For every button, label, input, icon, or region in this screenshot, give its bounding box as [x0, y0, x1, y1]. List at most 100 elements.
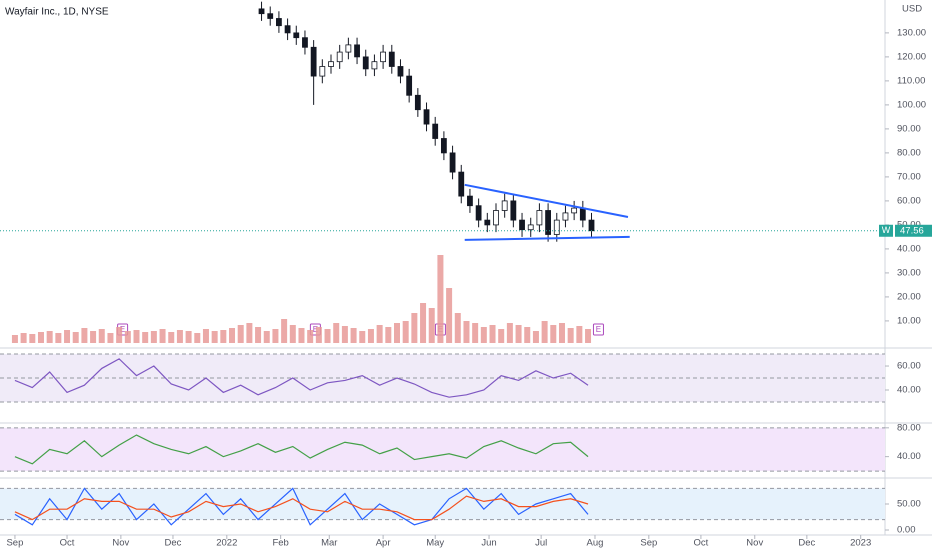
candle-body — [553, 219, 560, 235]
volume-bar — [289, 325, 296, 343]
candle-body — [319, 66, 326, 77]
x-tick-label: Nov — [746, 538, 763, 549]
x-tick-label: 2022 — [216, 538, 237, 549]
y-tick-label: 10.00 — [897, 315, 921, 326]
volume-bar — [98, 329, 105, 343]
y-tick-label: 80.00 — [897, 422, 921, 433]
x-tick-label: 2023 — [850, 538, 871, 549]
candle-body — [302, 37, 308, 48]
volume-bar — [20, 333, 27, 343]
volume-bar — [142, 332, 149, 343]
volume-bar — [281, 319, 288, 343]
last-price-tag-bg — [895, 224, 932, 237]
candle-body — [562, 212, 569, 221]
volume-bar — [333, 323, 340, 343]
candle-body — [510, 200, 517, 221]
candle-body — [345, 44, 352, 53]
volume-bar — [446, 288, 453, 343]
y-tick-label: 50.00 — [897, 499, 921, 510]
candle-body — [458, 171, 465, 197]
volume-bar — [532, 331, 539, 343]
volume-bar — [463, 321, 470, 343]
candle-body — [545, 210, 551, 235]
x-tick-label: Apr — [376, 538, 391, 549]
volume-bar — [376, 325, 383, 343]
volume-bar — [393, 323, 400, 343]
candle-body — [336, 51, 343, 63]
candle-body — [293, 32, 300, 39]
candle-body — [519, 219, 525, 231]
earnings-label: E — [120, 325, 125, 334]
volume-bar — [437, 255, 444, 343]
indicator-line — [14, 495, 589, 521]
volume-bar — [341, 326, 348, 343]
candle-body — [406, 75, 413, 96]
y-tick-label: 40.00 — [897, 243, 921, 254]
volume-bar — [567, 328, 574, 343]
volume-bar — [64, 330, 71, 343]
candle-body — [449, 152, 456, 173]
x-tick-label: Jun — [481, 538, 496, 549]
candle-body — [536, 210, 543, 226]
x-tick-label: Sep — [6, 538, 23, 549]
volume-bar — [72, 332, 79, 343]
y-tick-label: 100.00 — [897, 99, 926, 110]
candle-body — [267, 13, 274, 19]
candle-body — [328, 61, 334, 67]
volume-bar — [550, 325, 557, 343]
volume-bar — [272, 329, 279, 343]
y-tick-label: 130.00 — [897, 27, 926, 38]
volume-bar — [524, 327, 531, 343]
candle-body — [371, 61, 378, 70]
y-tick-label: 40.00 — [897, 385, 921, 396]
x-tick-label: Feb — [272, 538, 288, 549]
volume-bar — [81, 328, 88, 343]
volume-bar — [558, 323, 565, 343]
volume-bar — [176, 330, 183, 343]
trendline — [464, 183, 629, 218]
indicator-line — [14, 434, 589, 465]
symbol-tag-bg — [879, 224, 893, 237]
candle-body — [423, 109, 430, 125]
x-tick-label: Dec — [798, 538, 815, 549]
volume-bar — [229, 328, 236, 343]
candle-body — [484, 219, 491, 226]
volume-bar — [541, 321, 548, 343]
volume-bar — [411, 313, 418, 343]
candle-body — [527, 224, 534, 231]
volume-bar — [29, 334, 36, 343]
volume-bar — [246, 323, 253, 343]
volume-bar — [46, 331, 53, 343]
volume-bar — [90, 331, 97, 343]
band-fill — [0, 488, 885, 520]
candle-body — [475, 205, 482, 221]
y-tick-label: 70.00 — [897, 171, 921, 182]
x-tick-label: Oct — [60, 538, 75, 549]
candle-body — [310, 46, 317, 77]
volume-bar — [367, 329, 374, 343]
volume-bar — [515, 325, 522, 343]
volume-bar — [194, 333, 201, 343]
volume-bar — [133, 330, 140, 343]
trendline — [464, 235, 630, 241]
candle-body — [493, 210, 499, 226]
volume-bar — [124, 331, 131, 343]
y-tick-label: 0.00 — [897, 525, 916, 536]
volume-bar — [255, 327, 262, 343]
volume-bar — [585, 329, 592, 343]
candle-body — [440, 138, 447, 154]
candle-body — [467, 195, 473, 207]
volume-bar — [237, 325, 244, 343]
candle-body — [388, 51, 395, 67]
volume-bar — [211, 331, 218, 343]
x-tick-label: Aug — [587, 538, 604, 549]
y-tick-label: 60.00 — [897, 361, 921, 372]
volume-bar — [324, 329, 331, 343]
earnings-label: E — [313, 325, 318, 334]
x-tick-label: Sep — [640, 538, 657, 549]
y-tick-label: 110.00 — [897, 75, 925, 86]
volume-bar — [307, 330, 314, 343]
candle-body — [579, 207, 586, 221]
volume-bar — [150, 331, 157, 343]
candle-body — [362, 56, 369, 70]
